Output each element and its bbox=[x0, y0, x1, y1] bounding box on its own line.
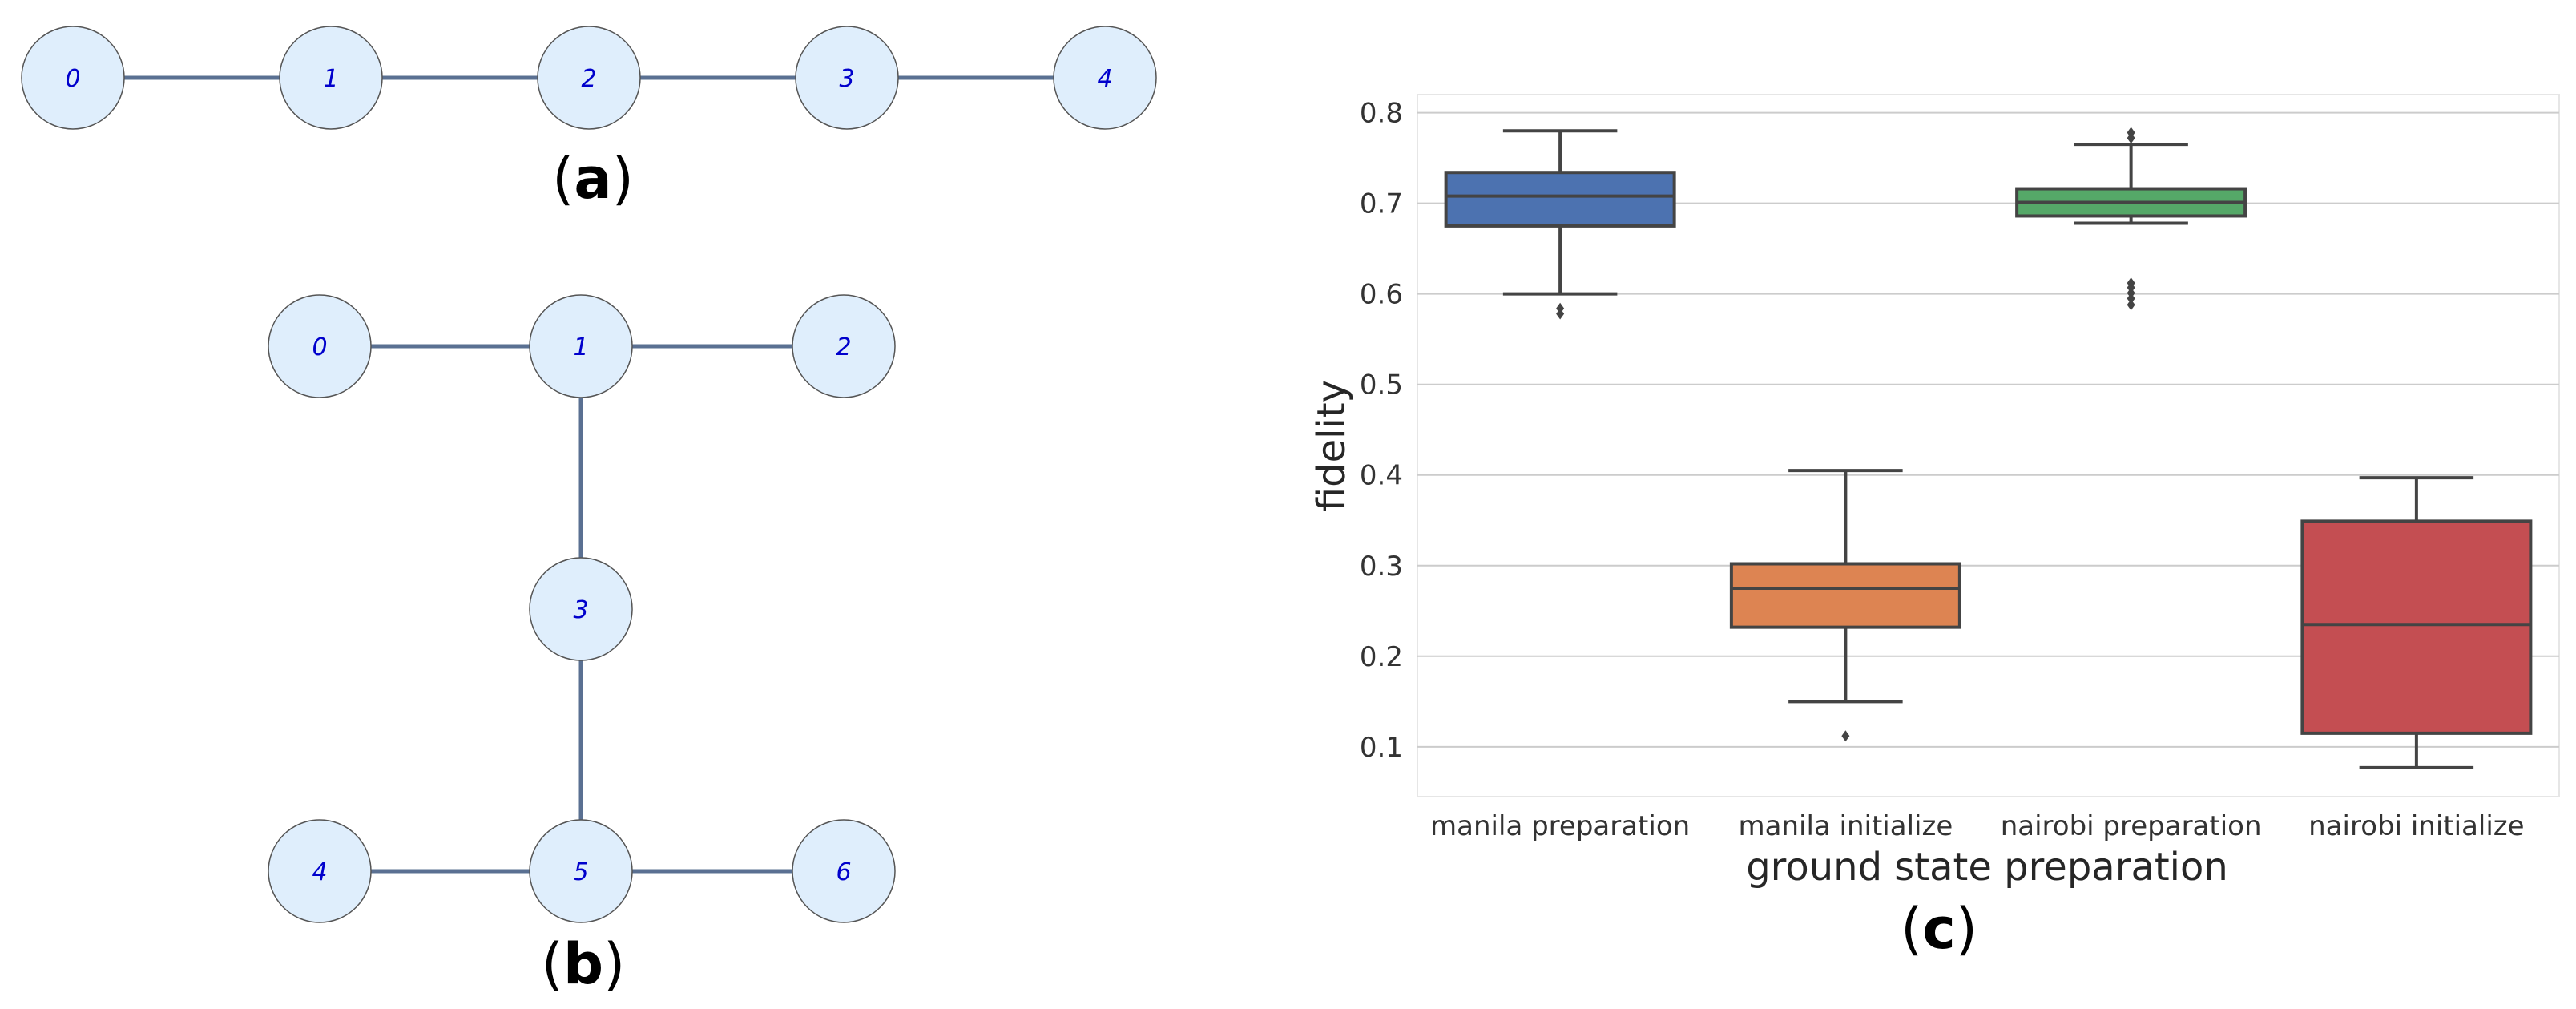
y-tick-label: 0.2 bbox=[1360, 641, 1403, 673]
y-tick-label: 0.7 bbox=[1360, 188, 1403, 220]
graph-b-node-2: 2 bbox=[792, 294, 896, 398]
box-manila-preparation bbox=[1444, 129, 1676, 320]
graph-b-node-5: 5 bbox=[529, 819, 633, 923]
graph-a-node-4: 4 bbox=[1053, 26, 1157, 130]
box-nairobi-preparation bbox=[2015, 127, 2247, 311]
graph-a-node-label-3: 3 bbox=[839, 65, 854, 93]
graph-b-node-label-2: 2 bbox=[836, 333, 851, 361]
panel-label-c-letter: c bbox=[1922, 896, 1956, 962]
outlier-point bbox=[2127, 127, 2135, 139]
graph-b-node-label-4: 4 bbox=[312, 858, 327, 886]
panel-label-a: (a) bbox=[552, 146, 634, 212]
box-iqr bbox=[1729, 562, 1961, 629]
y-tick-label: 0.1 bbox=[1360, 732, 1403, 764]
fidelity-box-chart: 0.1 0.2 0.3 0.4 0.5 0.6 0.7 0.8 manila preparat… bbox=[1309, 94, 2560, 890]
graph-a-node-label-0: 0 bbox=[65, 65, 80, 93]
graph-a-node-circle-2 bbox=[537, 26, 641, 130]
y-tick-label: 0.8 bbox=[1360, 98, 1403, 130]
graph-b-node-circle-3 bbox=[529, 557, 633, 661]
graph-b-node-label-6: 6 bbox=[836, 858, 851, 886]
graph-a-node-3: 3 bbox=[795, 26, 899, 130]
graph-a-node-circle-3 bbox=[795, 26, 899, 130]
boxes bbox=[1444, 127, 2533, 769]
graph-a-node-circle-1 bbox=[279, 26, 383, 130]
graph-b-node-circle-1 bbox=[529, 294, 633, 398]
outlier-point bbox=[1556, 302, 1565, 314]
graph-b-node-3: 3 bbox=[529, 557, 633, 661]
graph-b-node-circle-2 bbox=[792, 294, 896, 398]
graph-b-node-6: 6 bbox=[792, 819, 896, 923]
x-tick-label: manila initialize bbox=[1739, 810, 1953, 842]
graph-b-node-label-5: 5 bbox=[573, 858, 588, 886]
graph-b-node-circle-4 bbox=[268, 819, 372, 923]
graph-b-node-circle-5 bbox=[529, 819, 633, 923]
graph-a-node-1: 1 bbox=[279, 26, 383, 130]
graph-b-node-4: 4 bbox=[268, 819, 372, 923]
y-tick-labels: 0.1 0.2 0.3 0.4 0.5 0.6 0.7 0.8 bbox=[1360, 98, 1403, 764]
graph-a-linear: 0 1 2 3 4 bbox=[21, 26, 1157, 130]
graph-b-node-circle-0 bbox=[268, 294, 372, 398]
graph-b-node-0: 0 bbox=[268, 294, 372, 398]
y-tick-label: 0.6 bbox=[1360, 279, 1403, 311]
panel-label-b: (b) bbox=[542, 931, 626, 997]
panel-label-b-letter: b bbox=[563, 931, 603, 997]
box-manila-initialize bbox=[1729, 469, 1961, 742]
graph-b-node-1: 1 bbox=[529, 294, 633, 398]
graph-a-node-label-2: 2 bbox=[581, 65, 596, 93]
outlier-point bbox=[2127, 277, 2135, 289]
outlier-point bbox=[2127, 299, 2135, 311]
y-axis-label: fidelity bbox=[1309, 380, 1354, 511]
panel-label-a-letter: a bbox=[574, 146, 611, 212]
x-axis-label: ground state preparation bbox=[1746, 845, 2228, 890]
graph-b-node-label-1: 1 bbox=[573, 333, 588, 361]
box-nairobi-initialize bbox=[2300, 476, 2533, 769]
graph-a-node-circle-4 bbox=[1053, 26, 1157, 130]
y-tick-label: 0.4 bbox=[1360, 460, 1403, 492]
x-tick-label: manila preparation bbox=[1430, 810, 1690, 842]
graph-a-node-circle-0 bbox=[21, 26, 125, 130]
box-iqr bbox=[2300, 519, 2533, 735]
box-iqr bbox=[1444, 171, 1676, 228]
x-tick-label: nairobi initialize bbox=[2308, 810, 2524, 842]
graph-a-node-0: 0 bbox=[21, 26, 125, 130]
outlier-point bbox=[1841, 730, 1850, 742]
graph-b-tree: 0 1 2 3 4 5 6 bbox=[268, 294, 896, 923]
y-tick-label: 0.3 bbox=[1360, 551, 1403, 583]
panel-label-c: (c) bbox=[1901, 896, 1977, 962]
graph-b-node-label-3: 3 bbox=[573, 596, 588, 624]
y-tick-label: 0.5 bbox=[1360, 369, 1403, 402]
graph-a-node-2: 2 bbox=[537, 26, 641, 130]
x-tick-labels: manila preparation manila initialize nairo… bbox=[1430, 810, 2525, 842]
x-tick-label: nairobi preparation bbox=[2001, 810, 2262, 842]
graph-a-node-label-4: 4 bbox=[1097, 65, 1112, 93]
graph-b-node-circle-6 bbox=[792, 819, 896, 923]
graph-b-node-label-0: 0 bbox=[312, 333, 327, 361]
graph-a-node-label-1: 1 bbox=[323, 65, 338, 93]
